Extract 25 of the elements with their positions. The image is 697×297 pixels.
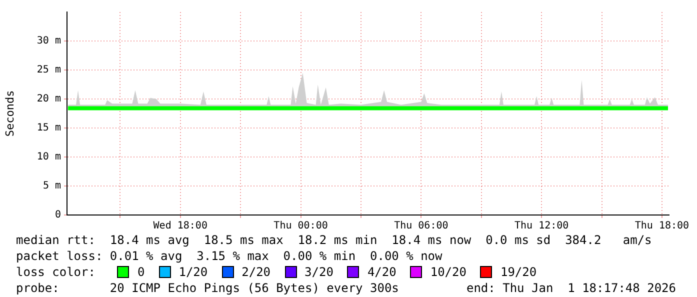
- text: end: Thu Jan 1 18:17:48 2026: [466, 280, 676, 296]
- x-tick-label: Wed 18:00: [153, 220, 208, 232]
- text: packet loss: 0.01 % avg 3.15 % max 0.00 % min 0.00 % now: [16, 248, 444, 264]
- x-tick-label: Thu 06:00: [394, 220, 448, 232]
- text: 0: [137, 264, 145, 280]
- text: 2/20: [242, 264, 271, 280]
- y-tick-label: 15 m: [36, 122, 61, 134]
- y-tick-label: 30 m: [36, 36, 61, 47]
- text: 10/20: [430, 264, 466, 280]
- text: 4/20: [367, 264, 396, 280]
- x-tick-label: Thu 18:00: [634, 220, 690, 232]
- text: 3/20: [304, 264, 334, 280]
- y-axis-title: Seconds: [3, 90, 16, 137]
- y-tick-label: 10 m: [36, 152, 61, 163]
- text: median rtt: 18.4 ms avg 18.5 ms max 18.2 ms min 18.4 ms now 0.0 ms sd 384.2 am/s: [16, 232, 653, 248]
- x-tick-label: Thu 00:00: [274, 220, 328, 232]
- x-tick-label: Thu 12:00: [514, 220, 569, 232]
- text: 19/20: [500, 264, 537, 280]
- y-tick-label: 20 m: [36, 94, 61, 105]
- y-tick-label: 25 m: [36, 64, 61, 76]
- y-tick-label: 0: [54, 210, 61, 221]
- text: probe: 20 ICMP Echo Pings (56 Bytes) every 300s: [16, 280, 399, 296]
- y-tick-label: 5 m: [42, 180, 61, 192]
- text: 1/20: [178, 264, 208, 280]
- text: loss color:: [16, 264, 96, 280]
